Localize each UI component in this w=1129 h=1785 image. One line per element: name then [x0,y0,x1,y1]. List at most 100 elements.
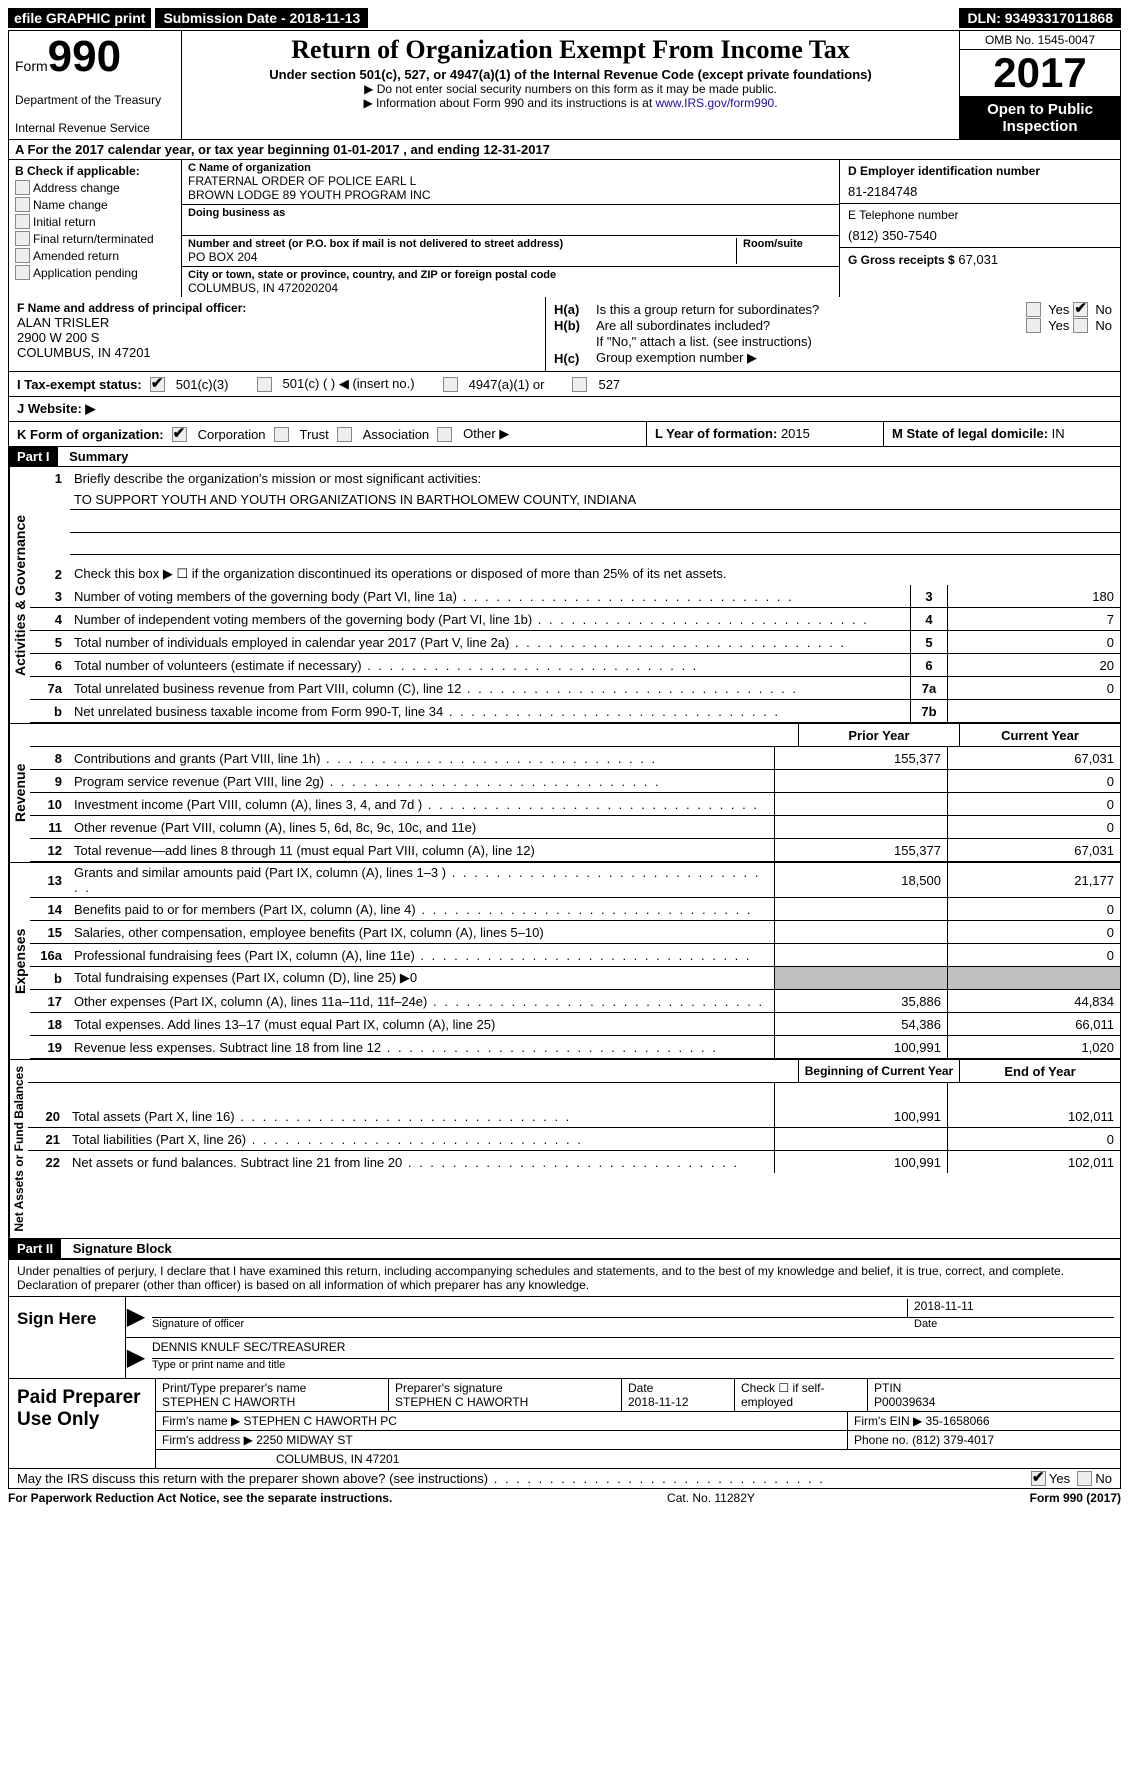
line10-prior [774,793,947,815]
line16a-curr: 0 [947,944,1120,966]
vlabel-net-assets: Net Assets or Fund Balances [9,1060,28,1238]
line6-val: 20 [947,654,1120,676]
hb-label: H(b) [554,318,596,333]
phone-label: Phone no. [854,1433,909,1447]
line11: Other revenue (Part VIII, column (A), li… [70,818,774,837]
line9-curr: 0 [947,770,1120,792]
arrow-icon: ▶ [126,1338,146,1378]
line2: Check this box ▶ ☐ if the organization d… [70,564,1120,584]
firm-ein-label: Firm's EIN ▶ [854,1414,922,1428]
checkbox-trust[interactable] [274,427,289,442]
line1-label: Briefly describe the organization's miss… [70,469,1120,488]
tel-label: E Telephone number [848,208,1112,222]
line12: Total revenue—add lines 8 through 11 (mu… [70,841,774,860]
submission-date: Submission Date - 2018-11-13 [155,8,368,28]
line16a: Professional fundraising fees (Part IX, … [70,946,774,965]
ha-no-checkbox[interactable] [1073,302,1088,317]
pp-date: 2018-11-12 [628,1395,728,1409]
line13: Grants and similar amounts paid (Part IX… [70,863,774,897]
checkbox-initial-return[interactable] [15,214,30,229]
top-bar: efile GRAPHIC print Submission Date - 20… [8,8,1121,28]
sig-date-label: Date [908,1318,1114,1330]
line15-curr: 0 [947,921,1120,943]
col-d-ein-tel: D Employer identification number 81-2184… [840,160,1120,297]
arrow-icon: ▶ [126,1297,146,1337]
checkbox-527[interactable] [572,377,587,392]
vlabel-expenses: Expenses [9,863,30,1059]
ptin-value: P00039634 [874,1395,1114,1409]
checkbox-501c[interactable] [257,377,272,392]
col-b-checkboxes: B Check if applicable: Address change Na… [9,160,182,297]
officer-label: F Name and address of principal officer: [17,301,537,315]
line11-curr: 0 [947,816,1120,838]
hb-yes-checkbox[interactable] [1026,318,1041,333]
discuss-no-checkbox[interactable] [1077,1471,1092,1486]
paperwork-notice: For Paperwork Reduction Act Notice, see … [8,1491,392,1505]
line20-prior: 100,991 [774,1105,947,1127]
cat-no: Cat. No. 11282Y [392,1491,1029,1505]
line3: Number of voting members of the governin… [70,587,910,606]
line11-prior [774,816,947,838]
part-i-title: Summary [61,447,136,466]
line17: Other expenses (Part IX, column (A), lin… [70,992,774,1011]
line19-prior: 100,991 [774,1036,947,1058]
line17-curr: 44,834 [947,990,1120,1012]
checkbox-501c3[interactable] [150,377,165,392]
ha-yes-checkbox[interactable] [1026,302,1041,317]
ha-label: H(a) [554,302,596,317]
line4-val: 7 [947,608,1120,630]
org-name-2: BROWN LODGE 89 YOUTH PROGRAM INC [188,188,833,202]
checkbox-assoc[interactable] [337,427,352,442]
info-note: ▶ Information about Form 990 and its ins… [192,96,949,110]
checkbox-4947[interactable] [443,377,458,392]
checkbox-address-change[interactable] [15,180,30,195]
row-a-tax-year: A For the 2017 calendar year, or tax yea… [8,140,1121,160]
addr-value: PO BOX 204 [188,250,730,264]
sign-here-label: Sign Here [9,1297,126,1378]
irs-link[interactable]: www.IRS.gov/form990 [655,96,774,110]
hdr-current: Current Year [959,724,1120,746]
row-m-val: IN [1052,426,1065,441]
gross-label: G Gross receipts $ [848,253,955,267]
line3-val: 180 [947,585,1120,607]
checkbox-other[interactable] [437,427,452,442]
hb-note: If "No," attach a list. (see instruction… [596,334,1112,349]
line18-curr: 66,011 [947,1013,1120,1035]
tel-value: (812) 350-7540 [848,228,1112,243]
line7b: Net unrelated business taxable income fr… [70,702,910,721]
line14-prior [774,898,947,920]
dept-treasury: Department of the Treasury [15,93,175,107]
part-ii-title: Signature Block [65,1239,180,1258]
row-m-label: M State of legal domicile: [892,426,1048,441]
line5: Total number of individuals employed in … [70,633,910,652]
checkbox-amended[interactable] [15,248,30,263]
pp-sig: STEPHEN C HAWORTH [395,1395,615,1409]
row-i-tax-status: I Tax-exempt status: 501(c)(3) 501(c) ( … [8,372,1121,397]
line10: Investment income (Part VIII, column (A)… [70,795,774,814]
efile-label: efile GRAPHIC print [8,8,151,28]
row-j-website: J Website: ▶ [8,397,1121,422]
line14-curr: 0 [947,898,1120,920]
checkbox-corp[interactable] [172,427,187,442]
perjury-declaration: Under penalties of perjury, I declare th… [8,1260,1121,1297]
hb-no-checkbox[interactable] [1073,318,1088,333]
page-footer: For Paperwork Reduction Act Notice, see … [8,1489,1121,1507]
ein-value: 81-2184748 [848,184,1112,199]
phone-value: (812) 379-4017 [912,1433,994,1447]
part-i-header: Part I [9,447,58,466]
line22: Net assets or fund balances. Subtract li… [68,1153,774,1172]
line15: Salaries, other compensation, employee b… [70,923,774,942]
hc-text: Group exemption number ▶ [596,350,1112,366]
col-b-label: B Check if applicable: [15,164,175,178]
ssn-note: ▶ Do not enter social security numbers o… [192,82,949,96]
line22-curr: 102,011 [947,1151,1120,1173]
checkbox-final-return[interactable] [15,231,30,246]
row-l-val: 2015 [781,426,810,441]
checkbox-name-change[interactable] [15,197,30,212]
line19: Revenue less expenses. Subtract line 18 … [70,1038,774,1057]
checkbox-app-pending[interactable] [15,265,30,280]
discuss-yes-checkbox[interactable] [1031,1471,1046,1486]
row-k-label: K Form of organization: [17,427,164,442]
line18-prior: 54,386 [774,1013,947,1035]
pp-name-label: Print/Type preparer's name [162,1381,382,1395]
